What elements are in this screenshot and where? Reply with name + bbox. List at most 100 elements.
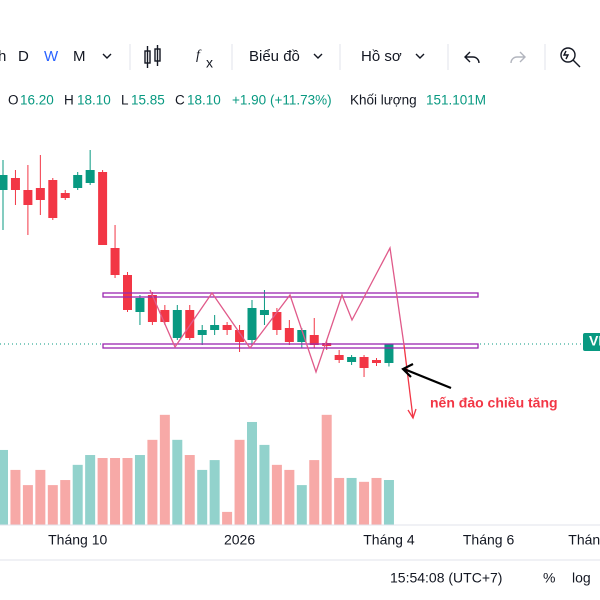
projection-arrowhead — [407, 408, 417, 420]
legend-value: 15.85 — [131, 93, 165, 108]
candles-icon[interactable] — [144, 45, 161, 68]
volume-bar — [383, 480, 394, 525]
candle-body — [384, 344, 394, 363]
volume-bar — [60, 480, 71, 525]
toolbar: h D W M f x Biểu đồ Hồ sơ — [0, 44, 581, 71]
volume-bar — [172, 439, 183, 525]
interval-button[interactable]: W — [44, 48, 59, 65]
interval-button[interactable]: h — [0, 48, 6, 65]
volume-bar — [35, 469, 46, 525]
candle-body — [235, 330, 245, 342]
volume-bar — [85, 455, 96, 525]
log-toggle[interactable]: log — [572, 570, 591, 586]
clock: 15:54:08 (UTC+7) — [390, 570, 502, 586]
volume-bar — [0, 449, 8, 525]
candle-body — [60, 193, 70, 198]
legend-value: 18.10 — [187, 93, 221, 108]
volume-bar — [346, 477, 357, 525]
pointer-arrow[interactable] — [403, 367, 452, 390]
legend-value: 151.101M — [426, 93, 486, 108]
candle-body — [160, 310, 170, 322]
volume-bar — [197, 469, 208, 525]
annotation: nến đảo chiều tăng — [430, 395, 558, 411]
candle-body — [172, 310, 182, 338]
undo-icon[interactable] — [464, 51, 480, 64]
candle-body — [110, 248, 120, 275]
dropdown-chevron[interactable] — [102, 53, 112, 59]
volume-bar — [184, 455, 195, 525]
volume-bar — [47, 485, 58, 525]
redo-icon[interactable] — [510, 51, 526, 64]
volume-bar — [97, 458, 108, 525]
chart-menu[interactable]: Biểu đồ — [249, 48, 300, 65]
legend-value: 18.10 — [77, 93, 111, 108]
volume-bar — [134, 455, 145, 525]
volume-bar — [234, 439, 245, 525]
candle-body — [147, 295, 157, 322]
candle-body — [284, 328, 294, 342]
dropdown-chevron[interactable] — [313, 53, 323, 59]
candle-body — [98, 172, 108, 245]
search-icon[interactable] — [560, 47, 581, 68]
candle-body — [210, 325, 220, 330]
x-tick-label: Tháng 10 — [48, 532, 107, 548]
volume-bar — [334, 477, 345, 525]
candle-body — [272, 312, 282, 330]
legend-value: 16.20 — [20, 93, 54, 108]
volume-bar — [222, 511, 233, 525]
legend-change: +1.90 — [232, 93, 266, 108]
legend-label: O — [8, 93, 19, 108]
candle-body — [309, 335, 319, 345]
support-line[interactable] — [102, 343, 479, 349]
volume-bar — [110, 458, 121, 525]
volume-bar — [159, 414, 170, 525]
volume-bar — [296, 485, 307, 525]
candle-body — [0, 175, 8, 190]
zigzag-path[interactable] — [149, 245, 405, 375]
candle-body — [23, 190, 33, 205]
candle-body — [35, 188, 45, 200]
volume-bar — [209, 460, 220, 525]
volume-bar — [284, 469, 295, 525]
volume-bar — [271, 464, 282, 525]
projection-line[interactable] — [403, 344, 414, 419]
candle-body — [247, 308, 257, 340]
legend-change-pct: (+11.73%) — [270, 93, 332, 108]
volume-bar — [321, 414, 332, 525]
volume-bar — [147, 439, 158, 525]
profile-menu[interactable]: Hồ sơ — [361, 48, 402, 65]
volume-bar — [72, 464, 83, 525]
candle-body — [372, 360, 381, 363]
candle-body — [347, 357, 357, 362]
candle-body — [48, 180, 58, 218]
interval-button[interactable]: M — [73, 48, 86, 65]
candle-body — [334, 355, 344, 360]
candle-body — [135, 298, 145, 312]
legend-label: C — [175, 93, 185, 108]
legend-label: Khối lượng — [350, 93, 417, 108]
percent-toggle[interactable]: % — [543, 570, 555, 586]
candle-body — [73, 175, 83, 188]
legend-label: H — [64, 93, 74, 108]
price-tag-label: VI — [589, 333, 600, 349]
dropdown-chevron[interactable] — [415, 53, 425, 59]
time-axis: Tháng 10 2026 Tháng 4 Tháng 6 Tháng — [0, 524, 600, 548]
volume-bar — [359, 481, 370, 525]
candle-body — [10, 178, 20, 190]
volume-bar — [259, 444, 270, 525]
x-tick-label: Tháng 4 — [363, 532, 415, 548]
pointer-arrowhead — [401, 363, 414, 378]
volume-bar — [122, 458, 133, 525]
candle-body — [259, 310, 269, 315]
interval-button[interactable]: D — [18, 48, 29, 65]
x-tick-label: Tháng 6 — [463, 532, 515, 548]
candle-body — [185, 310, 195, 338]
ohlc-legend: O 16.20 H 18.10 L 15.85 C 18.10 +1.90 (+… — [8, 93, 486, 108]
x-tick-label: Tháng — [568, 532, 600, 548]
indicators-icon[interactable]: f — [196, 48, 202, 63]
candle-body — [197, 330, 207, 335]
indicators-icon-x: x — [206, 55, 213, 71]
candle-body — [222, 325, 232, 330]
